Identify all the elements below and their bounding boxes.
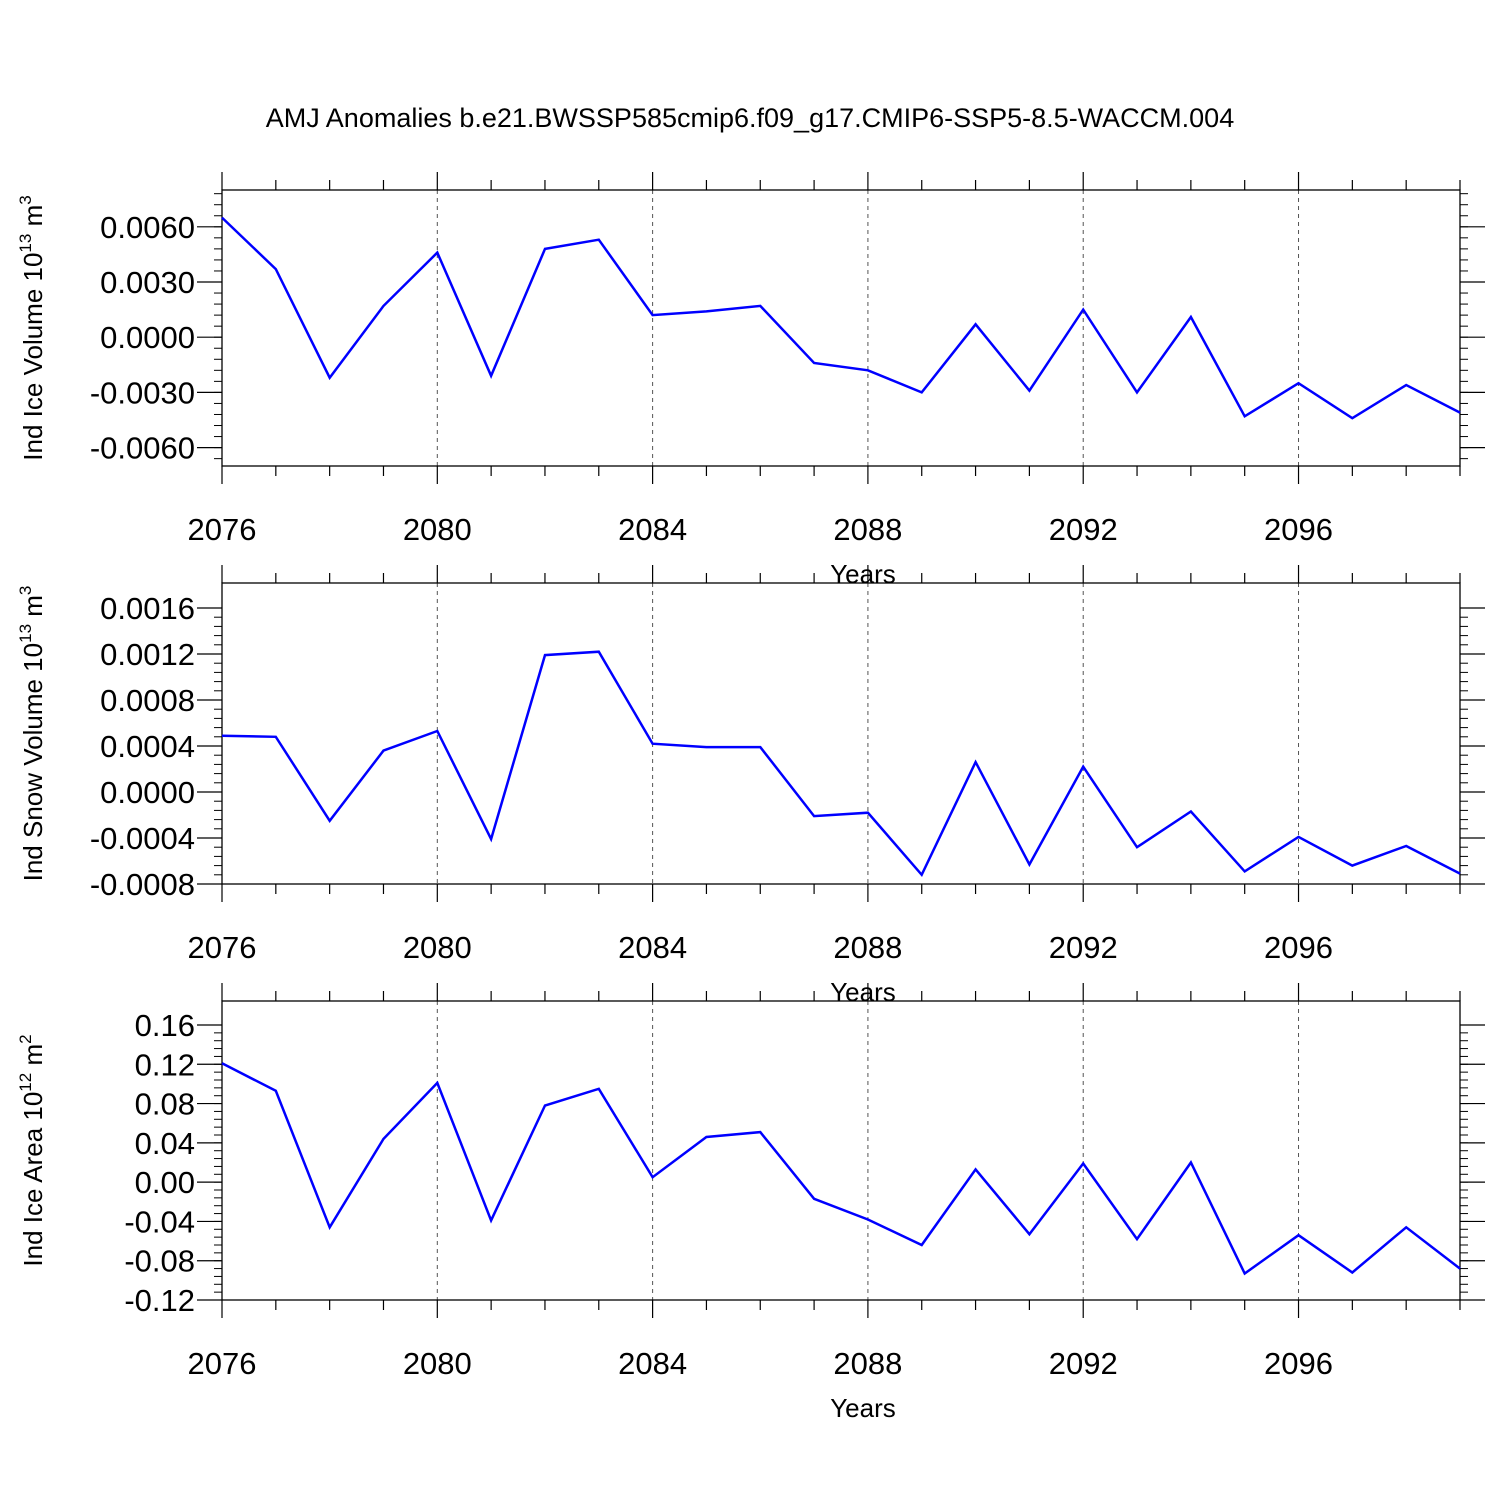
x-tick-label: 2084 xyxy=(618,512,687,547)
chart-panel-1: -0.0060 -0.0030 0.0000 0.0030 0.0060 2076 2080… xyxy=(16,172,1485,589)
x-tick-label: 2076 xyxy=(188,930,257,965)
x-tick-label: 2076 xyxy=(188,1346,257,1381)
y-tick-label: 0.0000 xyxy=(100,320,195,355)
y-tick-label: 0.0030 xyxy=(100,265,195,300)
x-tick-label: 2084 xyxy=(618,1346,687,1381)
y-tick-label: -0.0004 xyxy=(90,821,195,856)
y-tick-label: -0.12 xyxy=(124,1283,195,1318)
plot-frame xyxy=(221,1000,1461,1301)
plot-frame xyxy=(221,189,1461,467)
x-tick-label: 2088 xyxy=(833,1346,902,1381)
plot-frame xyxy=(221,582,1461,885)
series-line-1 xyxy=(221,216,1461,420)
x-tick-label: 2080 xyxy=(403,930,472,965)
y-tick-label: 0.0008 xyxy=(100,683,195,718)
x-tick-label: 2092 xyxy=(1049,930,1118,965)
y-axis-label: Ind Snow Volume 1013 m3 xyxy=(16,586,48,882)
y-tick-label: 0.00 xyxy=(135,1165,195,1200)
y-axis-label: Ind Ice Volume 1013 m3 xyxy=(16,195,48,460)
x-tick-label: 2088 xyxy=(833,930,902,965)
y-tick-label: -0.0008 xyxy=(90,867,195,902)
series-line-1 xyxy=(221,1062,1461,1276)
y-tick-label: -0.08 xyxy=(124,1244,195,1279)
x-tick-label: 2088 xyxy=(833,512,902,547)
y-tick-label: -0.0030 xyxy=(90,375,195,410)
y-tick-label: 0.0016 xyxy=(100,591,195,626)
x-axis-label: Years xyxy=(830,1393,896,1423)
x-tick-label: 2092 xyxy=(1049,1346,1118,1381)
series-line-1 xyxy=(221,650,1461,878)
x-tick-label: 2096 xyxy=(1264,1346,1333,1381)
chart-panel-2: -0.0008 -0.0004 0.0000 0.0004 0.0008 0.0012 0.… xyxy=(16,565,1485,1007)
x-tick-label: 2080 xyxy=(403,512,472,547)
x-tick-label: 2096 xyxy=(1264,930,1333,965)
x-axis-label: Years xyxy=(830,977,896,1007)
y-tick-label: 0.12 xyxy=(135,1047,195,1082)
y-tick-label: -0.0060 xyxy=(90,431,195,466)
x-axis-label: Years xyxy=(830,559,896,589)
chart-panel-3: -0.12 -0.08 -0.04 0.00 0.04 0.08 0.12 0.16 2076 2… xyxy=(16,983,1485,1423)
x-tick-label: 2084 xyxy=(618,930,687,965)
y-tick-label: 0.0012 xyxy=(100,637,195,672)
chart-panels: -0.0060 -0.0030 0.0000 0.0030 0.0060 2076 2080… xyxy=(16,172,1485,1423)
y-tick-label: 0.04 xyxy=(135,1126,195,1161)
y-tick-label: 0.0004 xyxy=(100,729,195,764)
x-tick-label: 2076 xyxy=(188,512,257,547)
y-tick-label: -0.04 xyxy=(124,1204,195,1239)
y-tick-label: 0.08 xyxy=(135,1087,195,1122)
x-tick-label: 2096 xyxy=(1264,512,1333,547)
y-axis-label: Ind Ice Area 1012 m2 xyxy=(16,1034,48,1266)
y-tick-label: 0.0060 xyxy=(100,210,195,245)
y-tick-label: 0.0000 xyxy=(100,775,195,810)
x-tick-label: 2080 xyxy=(403,1346,472,1381)
figure-title: AMJ Anomalies b.e21.BWSSP585cmip6.f09_g1… xyxy=(266,103,1234,133)
x-tick-label: 2092 xyxy=(1049,512,1118,547)
y-tick-label: 0.16 xyxy=(135,1008,195,1043)
